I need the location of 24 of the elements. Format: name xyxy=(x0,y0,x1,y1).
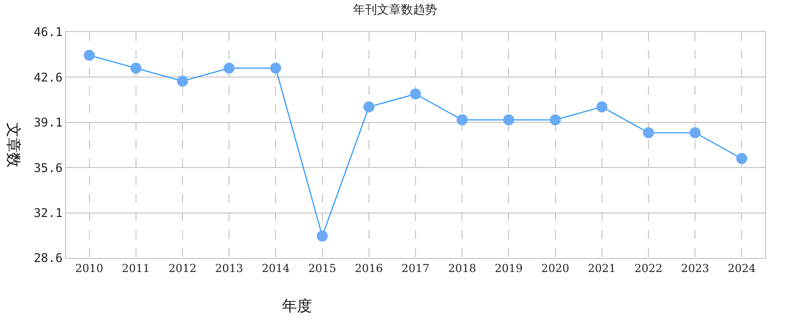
y-tick-label: 42.6 xyxy=(34,70,63,84)
x-tick-label: 2019 xyxy=(494,262,523,276)
x-tick-label: 2012 xyxy=(168,262,196,276)
y-axis-title: 文章数 xyxy=(4,122,23,168)
x-tick-label: 2010 xyxy=(75,262,104,276)
x-tick-label: 2016 xyxy=(354,262,383,276)
x-axis-title: 年度 xyxy=(282,297,312,315)
x-tick-label: 2015 xyxy=(308,262,336,276)
x-tick-label: 2014 xyxy=(262,262,290,276)
x-tick-label: 2018 xyxy=(448,262,476,276)
x-tick-label: 2024 xyxy=(728,262,756,276)
x-tick-label: 2022 xyxy=(634,262,662,276)
y-tick-label: 35.6 xyxy=(34,160,63,175)
y-tick-label: 28.6 xyxy=(34,251,63,266)
x-tick-label: 2017 xyxy=(402,262,430,276)
y-tick-label: 39.1 xyxy=(34,116,63,130)
chart-title: 年刊文章数趋势 xyxy=(353,2,437,16)
x-tick-label: 2023 xyxy=(681,262,710,276)
y-tick-label: 46.1 xyxy=(34,25,63,40)
x-tick-label: 2011 xyxy=(122,262,150,276)
x-tick-label: 2020 xyxy=(541,262,570,276)
x-tick-label: 2021 xyxy=(588,262,616,276)
x-tick-label: 2013 xyxy=(215,262,244,276)
y-tick-label: 32.1 xyxy=(34,206,63,220)
